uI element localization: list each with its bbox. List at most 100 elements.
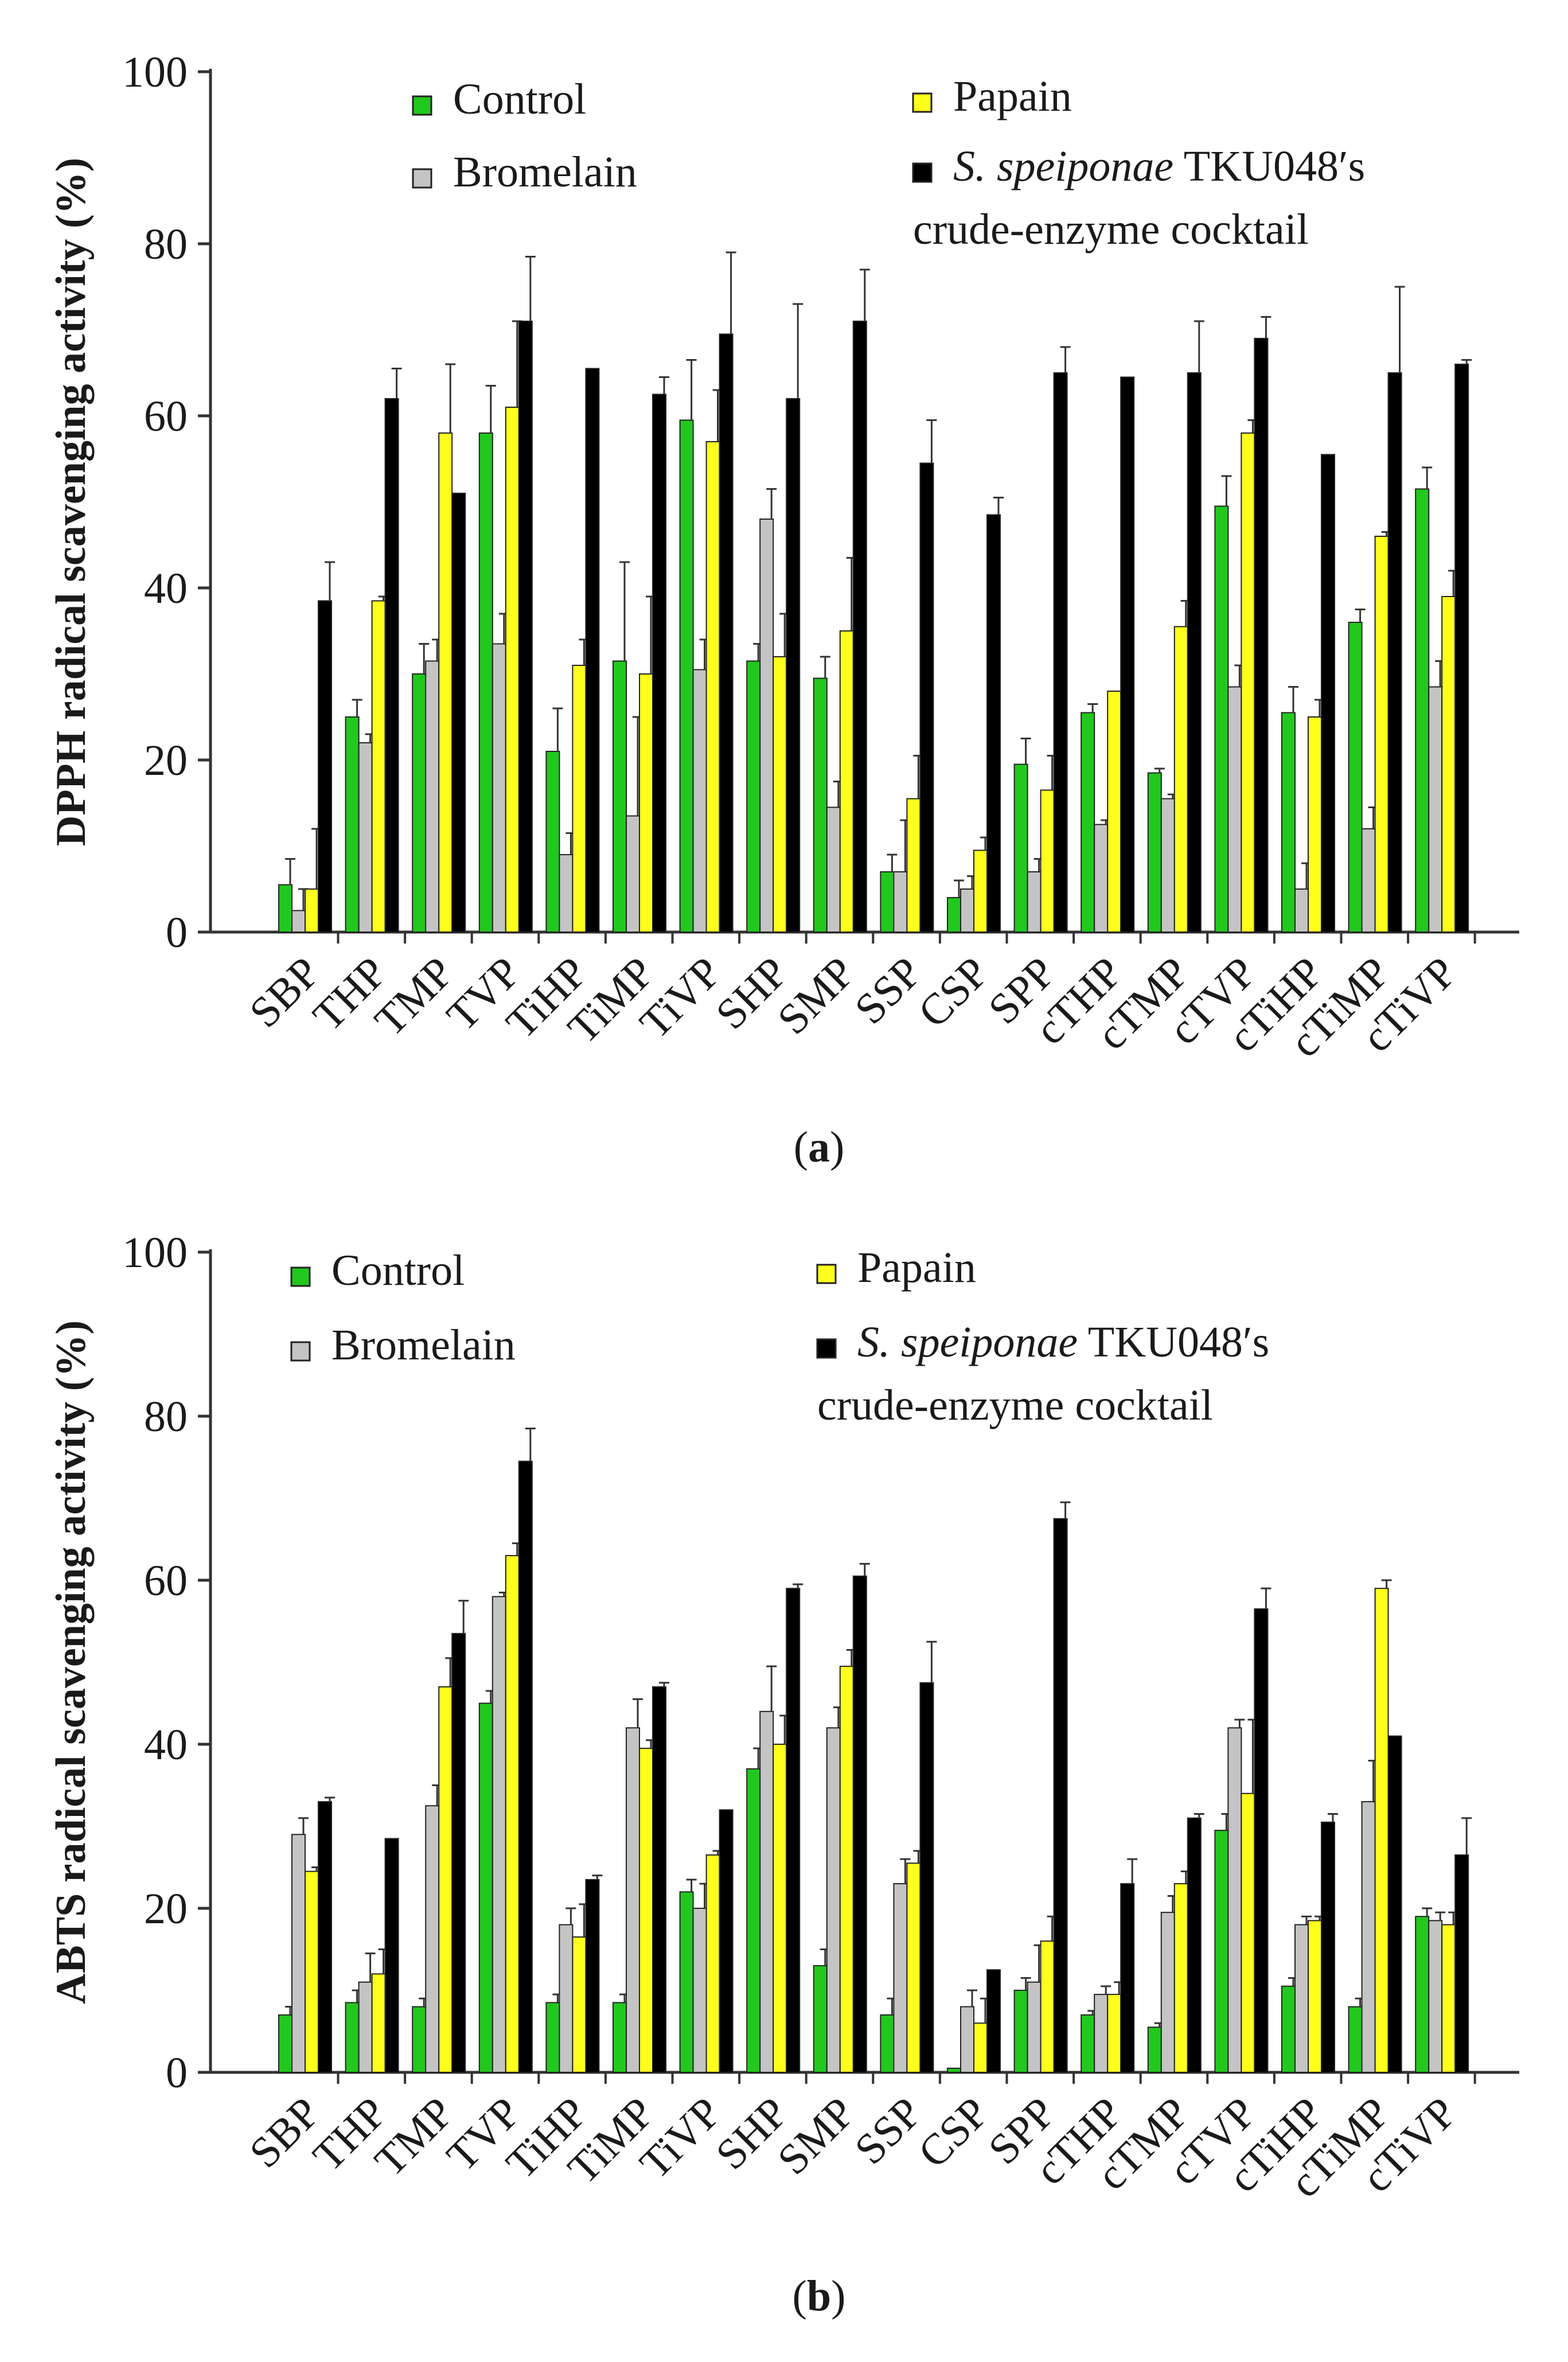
bar-control [880,2014,895,2073]
bar-control [1348,2006,1363,2073]
y-tick-label: 60 [144,392,188,441]
bar-bromelain [826,806,841,933]
bar-control [679,1891,694,2073]
bar-control [412,2006,427,2073]
bar-papain [1441,596,1456,933]
bar-papain [1441,1924,1456,2073]
bar-control [813,1965,828,2073]
legend-label-bromelain: Bromelain [453,148,637,196]
bar-bromelain [559,854,574,933]
y-tick-label: 100 [122,1229,188,1277]
legend-swatch-papain [912,92,933,113]
y-tick-label: 20 [144,1885,188,1933]
bar-control [947,897,961,933]
legend-label-line2: crude-enzyme cocktail [817,1381,1213,1429]
bar-papain [839,1666,854,2073]
bar-bromelain [559,1924,574,2073]
bar-control [1013,763,1028,933]
panel-label: (a) [794,1123,845,1171]
legend-swatch-papain [816,1264,837,1284]
bar-tku048 [1387,1735,1402,2073]
bar-tku048 [1387,372,1402,933]
bar-papain [705,1854,720,2073]
bar-control [880,871,895,933]
bar-tku048 [1454,1854,1469,2073]
bar-bromelain [358,1981,373,2073]
bar-tku048 [1053,1518,1068,2073]
bar-papain [973,2022,988,2073]
legend-label-papain: Papain [953,72,1072,120]
bar-control [478,1702,493,2073]
bar-papain [639,673,653,933]
bar-control [345,2002,360,2073]
bar-tku048 [1254,1608,1269,2073]
bar-tku048 [384,1838,399,2073]
bar-papain [1173,626,1188,933]
bar-control [1214,505,1229,933]
legend-label-control: Control [453,75,586,123]
bar-papain [1308,716,1322,933]
bar-tku048 [451,1632,466,2073]
bar-tku048 [318,1801,332,2073]
bar-bromelain [893,1883,908,2073]
y-tick-label: 40 [144,564,188,613]
y-tick-label: 20 [144,736,188,785]
y-tick-label: 40 [144,1721,188,1769]
bar-control [1147,772,1162,933]
bar-tku048 [852,321,867,933]
panel-label: (b) [793,2272,846,2320]
y-tick-label: 80 [144,220,188,268]
bar-control [278,2014,292,2073]
y-tick-label: 100 [122,48,188,96]
legend-swatch-tku048 [816,1338,837,1359]
y-axis-label: ABTS radical scavenging activity (%) [48,1320,95,2004]
bar-bromelain [1160,1912,1175,2073]
bar-control [1214,1830,1229,2073]
bar-control [1081,2014,1095,2073]
bar-control [679,419,694,933]
bar-bromelain [358,742,373,933]
bar-bromelain [1227,686,1242,933]
bar-control [613,660,627,933]
bar-bromelain [1361,1801,1376,2073]
bar-papain [1040,789,1055,933]
bar-control [947,2067,961,2073]
bar-bromelain [759,519,774,933]
bar-bromelain [291,910,306,933]
bar-papain [1173,1883,1188,2073]
bar-tku048 [919,462,934,933]
bar-control [1415,1916,1430,2073]
legend-label-bromelain: Bromelain [331,1321,516,1369]
bar-papain [572,665,587,933]
bar-bromelain [1094,1994,1109,2073]
bar-papain [906,1862,921,2073]
legend-swatch-control [412,95,432,116]
bar-control [746,660,761,933]
bar-control [1013,1990,1028,2073]
bar-tku048 [318,600,332,933]
bar-bromelain [960,2006,974,2073]
bar-control [746,1768,761,2073]
bar-tku048 [585,1878,600,2073]
bar-tku048 [652,1686,666,2073]
bar-bromelain [492,1596,506,2073]
bar-tku048 [518,321,533,933]
bar-tku048 [384,398,399,933]
bar-papain [639,1748,653,2073]
bar-tku048 [786,1588,801,2073]
bar-papain [1040,1940,1055,2073]
bar-papain [371,1973,386,2073]
bar-tku048 [986,514,1001,933]
bar-tku048 [1454,364,1469,933]
bar-tku048 [1053,372,1068,933]
bar-tku048 [652,393,666,933]
bar-bromelain [626,1727,640,2073]
bar-control [813,677,828,933]
bar-bromelain [1294,888,1309,933]
bar-tku048 [451,493,466,933]
bar-papain [906,798,921,933]
bar-bromelain [1294,1924,1309,2073]
bar-papain [1241,1792,1255,2073]
legend-label-papain: Papain [857,1244,976,1292]
bar-papain [305,1870,319,2073]
